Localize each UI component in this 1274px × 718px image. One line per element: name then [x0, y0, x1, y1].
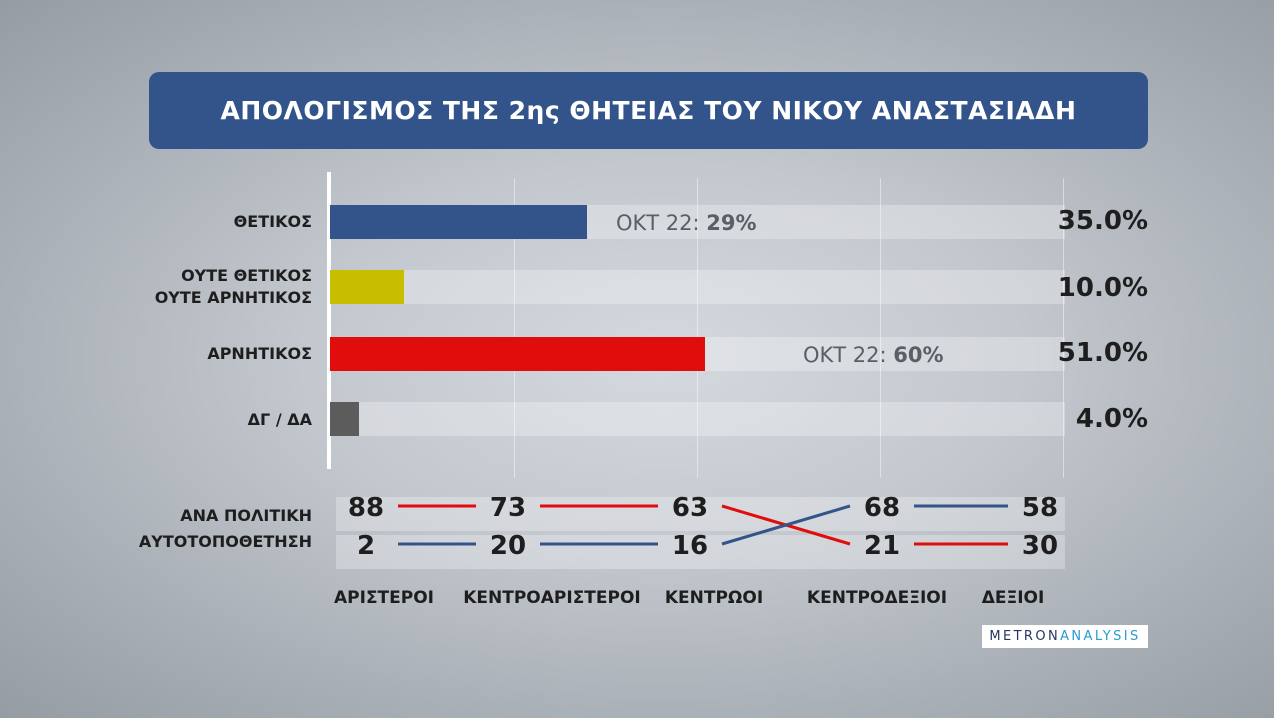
gridline [514, 178, 515, 478]
data-point-label: 68 [863, 493, 901, 523]
series-line-segment [721, 504, 851, 546]
comparison-value: 60% [893, 343, 944, 367]
category-label: ΔΓ / ΔΑ [247, 410, 312, 429]
data-point-label: 2 [356, 531, 376, 561]
value-axis [327, 172, 331, 469]
bar-track [330, 270, 1065, 304]
gridline [880, 178, 881, 478]
data-point-label: 73 [489, 493, 527, 523]
bar-negative [330, 337, 705, 371]
data-point-label: 20 [489, 531, 527, 561]
comparison-value: 29% [706, 211, 757, 235]
bar-value-label: 51.0% [1057, 338, 1148, 368]
data-point-label: 21 [863, 531, 901, 561]
data-point-label: 16 [671, 531, 709, 561]
bar-value-label: 4.0% [1075, 404, 1148, 434]
gridline [697, 178, 698, 478]
logo-part2: ANALYSIS [1060, 629, 1141, 644]
comparison-period: ΟΚΤ 22: [803, 343, 887, 367]
gridline [1063, 178, 1064, 478]
row-label-line1: ΑΝΑ ΠΟΛΙΤΙΚΗ [180, 506, 312, 525]
comparison-label: ΟΚΤ 22: 60% [803, 343, 944, 367]
category-label: ΟΥΤΕ ΘΕΤΙΚΟΣ ΟΥΤΕ ΑΡΝΗΤΙΚΟΣ [155, 265, 312, 309]
category-tick-label: ΔΕΞΙΟΙ [981, 588, 1045, 608]
category-label: ΑΡΝΗΤΙΚΟΣ [207, 344, 312, 363]
bar-value-label: 10.0% [1057, 273, 1148, 303]
chart-title: ΑΠΟΛΟΓΙΣΜΟΣ ΤΗΣ 2ης ΘΗΤΕΙΑΣ ΤΟΥ ΝΙΚΟΥ ΑΝ… [149, 72, 1148, 149]
bar-value-label: 35.0% [1057, 206, 1148, 236]
bar-track [330, 402, 1065, 436]
data-point-label: 63 [671, 493, 709, 523]
data-point-label: 58 [1021, 493, 1059, 523]
category-tick-label: ΑΡΙΣΤΕΡΟΙ [334, 588, 434, 608]
data-point-label: 30 [1021, 531, 1059, 561]
category-tick-label: ΚΕΝΤΡΩΟΙ [664, 588, 764, 608]
bar-dk-na [330, 402, 360, 436]
row-band [336, 535, 1065, 569]
comparison-label: ΟΚΤ 22: 29% [616, 211, 757, 235]
row-label: ΑΝΑ ΠΟΛΙΤΙΚΗ ΑΥΤΟΤΟΠΟΘΕΤΗΣΗ [139, 503, 312, 555]
metron-analysis-logo: METRON ANALYSIS [982, 625, 1148, 648]
category-tick-label: ΚΕΝΤΡΟΔΕΞΙΟΙ [806, 588, 948, 608]
logo-part1: METRON [989, 629, 1061, 644]
row-label-line2: ΑΥΤΟΤΟΠΟΘΕΤΗΣΗ [138, 532, 312, 551]
category-label-line1: ΟΥΤΕ ΘΕΤΙΚΟΣ [181, 266, 312, 285]
data-point-label: 88 [347, 493, 385, 523]
category-label-line2: ΟΥΤΕ ΑΡΝΗΤΙΚΟΣ [154, 288, 312, 307]
category-tick-label: ΚΕΝΤΡΟΑΡΙΣΤΕΡΟΙ [463, 588, 641, 608]
bar-neutral [330, 270, 404, 304]
comparison-period: ΟΚΤ 22: [616, 211, 700, 235]
row-band [336, 497, 1065, 531]
bar-positive [330, 205, 588, 239]
category-label: ΘΕΤΙΚΟΣ [233, 212, 312, 231]
